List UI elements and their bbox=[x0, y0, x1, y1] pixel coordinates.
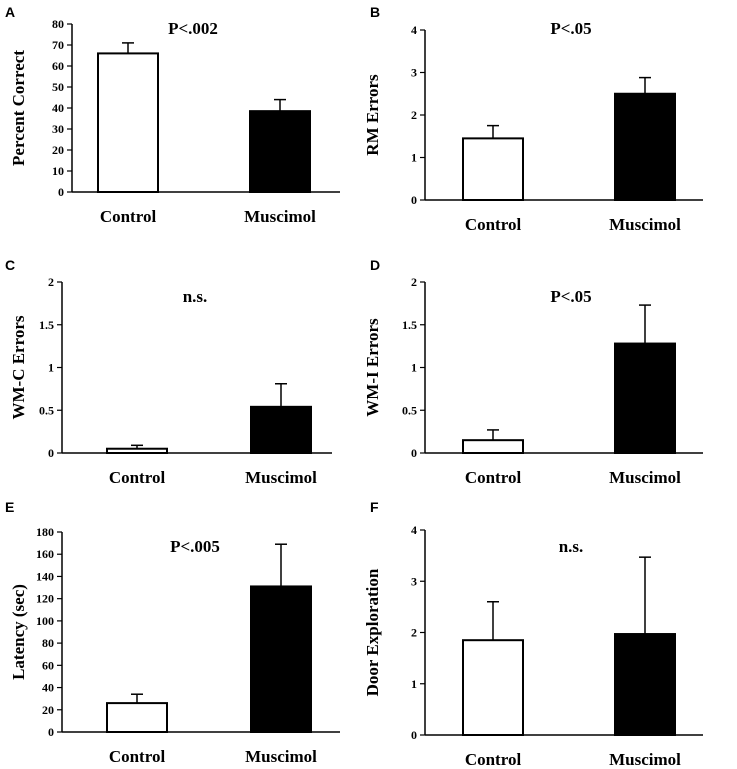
y-tick-label-a: 60 bbox=[52, 59, 64, 73]
category-label-control-d: Control bbox=[465, 468, 522, 487]
panel-e: E 0 20 40 60 80 100 120 140 160 180 Latency (sec) Co… bbox=[5, 499, 340, 766]
bar-control-f bbox=[462, 639, 524, 736]
y-tick-label-e: 80 bbox=[42, 636, 54, 650]
y-axis-title-e: Latency (sec) bbox=[9, 584, 28, 680]
y-tick-label-e: 60 bbox=[42, 658, 54, 672]
y-tick-label-c: 0.5 bbox=[39, 403, 54, 417]
category-label-muscimol-c: Muscimol bbox=[245, 468, 317, 487]
panel-b: B 0 1 2 3 4 RM Errors Control Muscimol P<.05 bbox=[363, 4, 703, 234]
y-tick-label-f: 3 bbox=[411, 574, 417, 588]
y-tick-label-d: 2 bbox=[411, 275, 417, 289]
y-tick-label-e: 140 bbox=[36, 569, 54, 583]
y-tick-label-a: 40 bbox=[52, 101, 64, 115]
y-tick-label-d: 0.5 bbox=[402, 403, 417, 417]
category-label-muscimol-d: Muscimol bbox=[609, 468, 681, 487]
panel-letter-e: E bbox=[5, 499, 14, 515]
bar-muscimol-b bbox=[614, 92, 676, 201]
y-tick-label-b: 1 bbox=[411, 151, 417, 165]
y-tick-label-a: 10 bbox=[52, 164, 64, 178]
category-label-control-f: Control bbox=[465, 750, 522, 769]
y-tick-label-c: 2 bbox=[48, 275, 54, 289]
bar-muscimol-f bbox=[614, 633, 676, 736]
significance-label-a: P<.002 bbox=[168, 19, 218, 38]
y-tick-label-d: 1.5 bbox=[402, 318, 417, 332]
category-label-control-e: Control bbox=[109, 747, 166, 766]
panel-letter-f: F bbox=[370, 499, 379, 515]
y-axis-title-b: RM Errors bbox=[363, 74, 382, 156]
significance-label-e: P<.005 bbox=[170, 537, 220, 556]
y-tick-label-e: 180 bbox=[36, 525, 54, 539]
y-tick-label-a: 50 bbox=[52, 80, 64, 94]
y-tick-label-b: 2 bbox=[411, 108, 417, 122]
significance-label-f: n.s. bbox=[559, 537, 584, 556]
y-tick-label-e: 120 bbox=[36, 592, 54, 606]
y-tick-label-a: 20 bbox=[52, 143, 64, 157]
panel-f: F 0 1 2 3 4 Door Exploration Control Muscimol n.s… bbox=[363, 499, 703, 769]
bar-control-c bbox=[106, 447, 168, 455]
y-tick-label-a: 70 bbox=[52, 38, 64, 52]
category-label-control-b: Control bbox=[465, 215, 522, 234]
y-axis-title-a: Percent Correct bbox=[9, 50, 28, 166]
panel-letter-d: D bbox=[370, 257, 380, 273]
bar-control-b bbox=[462, 137, 524, 201]
panel-letter-c: C bbox=[5, 257, 15, 273]
y-tick-label-b: 3 bbox=[411, 66, 417, 80]
category-label-control-c: Control bbox=[109, 468, 166, 487]
y-tick-label-d: 1 bbox=[411, 361, 417, 375]
category-label-muscimol-e: Muscimol bbox=[245, 747, 317, 766]
category-label-muscimol-b: Muscimol bbox=[609, 215, 681, 234]
y-tick-label-c: 1 bbox=[48, 361, 54, 375]
category-label-muscimol-a: Muscimol bbox=[244, 207, 316, 226]
y-tick-label-c: 1.5 bbox=[39, 318, 54, 332]
bar-muscimol-c bbox=[250, 405, 312, 454]
bar-muscimol-a bbox=[249, 110, 311, 193]
y-tick-label-f: 1 bbox=[411, 677, 417, 691]
category-label-muscimol-f: Muscimol bbox=[609, 750, 681, 769]
panel-c: C 0 0.5 1 1.5 2 WM-C Errors Control Muscimol n.s. bbox=[5, 257, 332, 487]
y-tick-label-e: 40 bbox=[42, 681, 54, 695]
significance-label-c: n.s. bbox=[183, 287, 208, 306]
bar-control-a bbox=[97, 52, 159, 194]
y-tick-label-e: 100 bbox=[36, 614, 54, 628]
y-tick-label-e: 160 bbox=[36, 547, 54, 561]
y-tick-label-d: 0 bbox=[411, 446, 417, 460]
y-axis-title-f: Door Exploration bbox=[363, 568, 382, 696]
y-tick-label-a: 30 bbox=[52, 122, 64, 136]
panel-letter-b: B bbox=[370, 4, 380, 20]
y-axis-title-d: WM-I Errors bbox=[363, 318, 382, 417]
category-label-control-a: Control bbox=[100, 207, 157, 226]
significance-label-d: P<.05 bbox=[550, 287, 591, 306]
y-tick-label-e: 20 bbox=[42, 703, 54, 717]
significance-label-b: P<.05 bbox=[550, 19, 591, 38]
y-tick-label-a: 0 bbox=[58, 185, 64, 199]
panel-a: A 0 10 20 30 40 50 60 70 80 Percent Correct Control… bbox=[5, 4, 340, 226]
y-tick-label-e: 0 bbox=[48, 725, 54, 739]
y-tick-label-f: 0 bbox=[411, 728, 417, 742]
y-tick-label-a: 80 bbox=[52, 17, 64, 31]
bar-control-d bbox=[462, 439, 524, 454]
bar-muscimol-e bbox=[250, 585, 312, 734]
y-tick-label-b: 4 bbox=[411, 23, 417, 37]
panel-letter-a: A bbox=[5, 4, 15, 20]
panel-d: D 0 0.5 1 1.5 2 WM-I Errors Control Muscimol P<.0… bbox=[363, 257, 703, 487]
y-axis-title-c: WM-C Errors bbox=[9, 315, 28, 419]
bar-control-e bbox=[106, 702, 168, 733]
y-tick-label-f: 2 bbox=[411, 626, 417, 640]
y-tick-label-c: 0 bbox=[48, 446, 54, 460]
y-tick-label-f: 4 bbox=[411, 523, 417, 537]
y-tick-label-b: 0 bbox=[411, 193, 417, 207]
bar-muscimol-d bbox=[614, 342, 676, 454]
